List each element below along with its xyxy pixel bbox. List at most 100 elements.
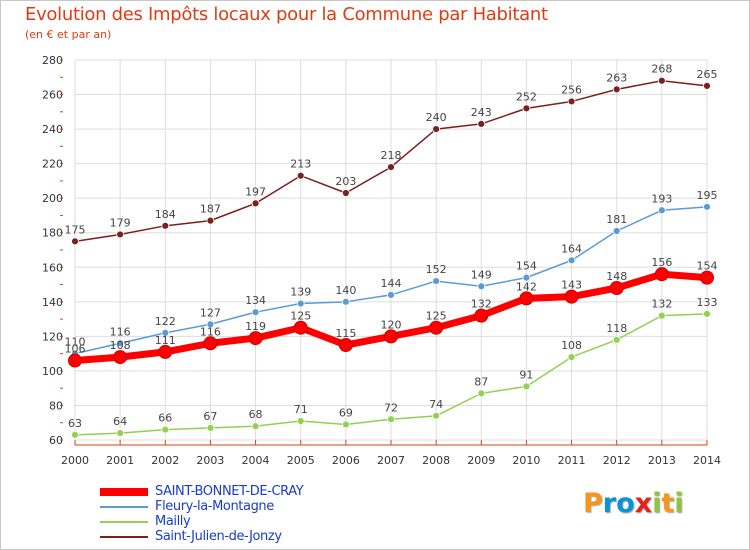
series-layer — [68, 76, 714, 439]
data-label: 203 — [335, 175, 356, 188]
data-point — [609, 281, 624, 295]
data-point — [296, 299, 305, 308]
data-point — [564, 289, 579, 304]
data-label: 116 — [200, 325, 221, 338]
data-point — [387, 415, 395, 424]
data-label: 66 — [158, 412, 172, 425]
data-point — [522, 273, 531, 282]
x-tick-label: 2005 — [287, 454, 315, 467]
data-label: 71 — [294, 403, 308, 416]
data-point — [116, 339, 125, 348]
data-point — [251, 308, 260, 317]
data-label: 91 — [519, 368, 533, 381]
axis-layer: 60 80 100 120 140 160 180 200 220 240 260 280 2000 20… — [42, 54, 721, 467]
x-tick-label: 2000 — [61, 454, 89, 467]
data-label: 122 — [155, 315, 176, 328]
data-label: 193 — [651, 192, 672, 205]
data-point — [522, 382, 531, 391]
y-tick-label: 80 — [49, 399, 63, 412]
x-tick-label: 2013 — [648, 454, 676, 467]
x-tick-label: 2002 — [151, 454, 179, 467]
data-label: 140 — [335, 284, 356, 297]
data-point — [161, 425, 170, 434]
legend-label: SAINT-BONNET-DE-CRAY — [155, 484, 304, 499]
data-label: 175 — [65, 223, 86, 236]
data-label: 68 — [249, 408, 263, 421]
data-label: 108 — [110, 339, 131, 352]
data-label: 154 — [516, 260, 537, 273]
data-label: 181 — [606, 213, 627, 226]
data-point — [703, 202, 711, 211]
series-saint-bonnet-de-cray — [68, 267, 714, 368]
data-point — [567, 256, 576, 265]
data-label: 115 — [335, 327, 356, 340]
data-point — [293, 320, 308, 335]
y-tick-label: 240 — [42, 123, 63, 136]
data-label: 64 — [113, 415, 127, 428]
logo-letter: o — [616, 488, 635, 519]
data-label: 184 — [155, 208, 176, 221]
y-tick-label: 280 — [42, 54, 63, 67]
data-label: 263 — [606, 71, 627, 84]
data-label: 125 — [426, 310, 447, 323]
logo-letter: P — [583, 488, 603, 519]
data-point — [341, 297, 350, 306]
data-label: 156 — [651, 256, 672, 269]
data-label: 116 — [110, 325, 131, 338]
x-tick-label: 2010 — [512, 454, 540, 467]
legend-label: Saint-Julien-de-Jonzy — [155, 529, 282, 544]
data-point — [612, 227, 621, 235]
data-label: 143 — [561, 279, 582, 292]
data-label: 108 — [561, 339, 582, 352]
data-point — [657, 76, 666, 85]
data-point — [248, 331, 263, 346]
data-point — [429, 320, 444, 335]
data-label: 119 — [245, 320, 266, 333]
data-label: 187 — [200, 203, 221, 216]
data-label: 154 — [697, 260, 718, 273]
data-point — [432, 277, 441, 285]
data-label: 67 — [203, 410, 217, 423]
data-label: 74 — [429, 398, 443, 411]
data-point — [477, 389, 486, 398]
legend-label: Mailly — [155, 514, 191, 529]
data-point — [657, 206, 666, 215]
logo-letter: x — [634, 488, 653, 519]
data-label: 152 — [426, 263, 447, 276]
data-point — [384, 329, 398, 344]
data-label: 148 — [606, 270, 627, 283]
x-tick-label: 2003 — [196, 454, 224, 467]
y-tick-label: 140 — [42, 296, 63, 309]
data-point — [612, 335, 621, 344]
data-point — [206, 216, 215, 225]
data-point — [251, 199, 260, 208]
proxiti-logo: Proxiti — [583, 488, 684, 519]
data-point — [71, 430, 79, 439]
x-tick-label: 2008 — [422, 454, 450, 467]
data-point — [387, 291, 395, 299]
data-label: 133 — [697, 296, 718, 309]
chart-title: Evolution des Impôts locaux pour la Comm… — [25, 4, 548, 25]
data-point — [251, 422, 260, 431]
logo-letter: i — [652, 488, 662, 519]
series-fleury-la-montagne — [71, 202, 711, 358]
data-point — [296, 417, 305, 425]
data-label: 111 — [155, 334, 176, 347]
data-point — [432, 411, 441, 420]
data-label: 256 — [561, 83, 582, 96]
legend-label: Fleury-la-Montagne — [155, 499, 274, 514]
data-label: 106 — [65, 343, 86, 356]
data-label: 179 — [110, 216, 131, 229]
data-label: 240 — [426, 111, 447, 124]
data-point — [113, 350, 128, 365]
data-label: 265 — [697, 68, 718, 81]
data-point — [296, 171, 305, 180]
y-tick-label: 200 — [42, 192, 63, 205]
grid-layer — [74, 59, 708, 441]
data-label: 132 — [651, 298, 672, 311]
data-point — [341, 189, 350, 197]
data-label: 63 — [68, 417, 82, 430]
data-label: 72 — [384, 401, 398, 414]
data-label: 127 — [200, 306, 221, 319]
